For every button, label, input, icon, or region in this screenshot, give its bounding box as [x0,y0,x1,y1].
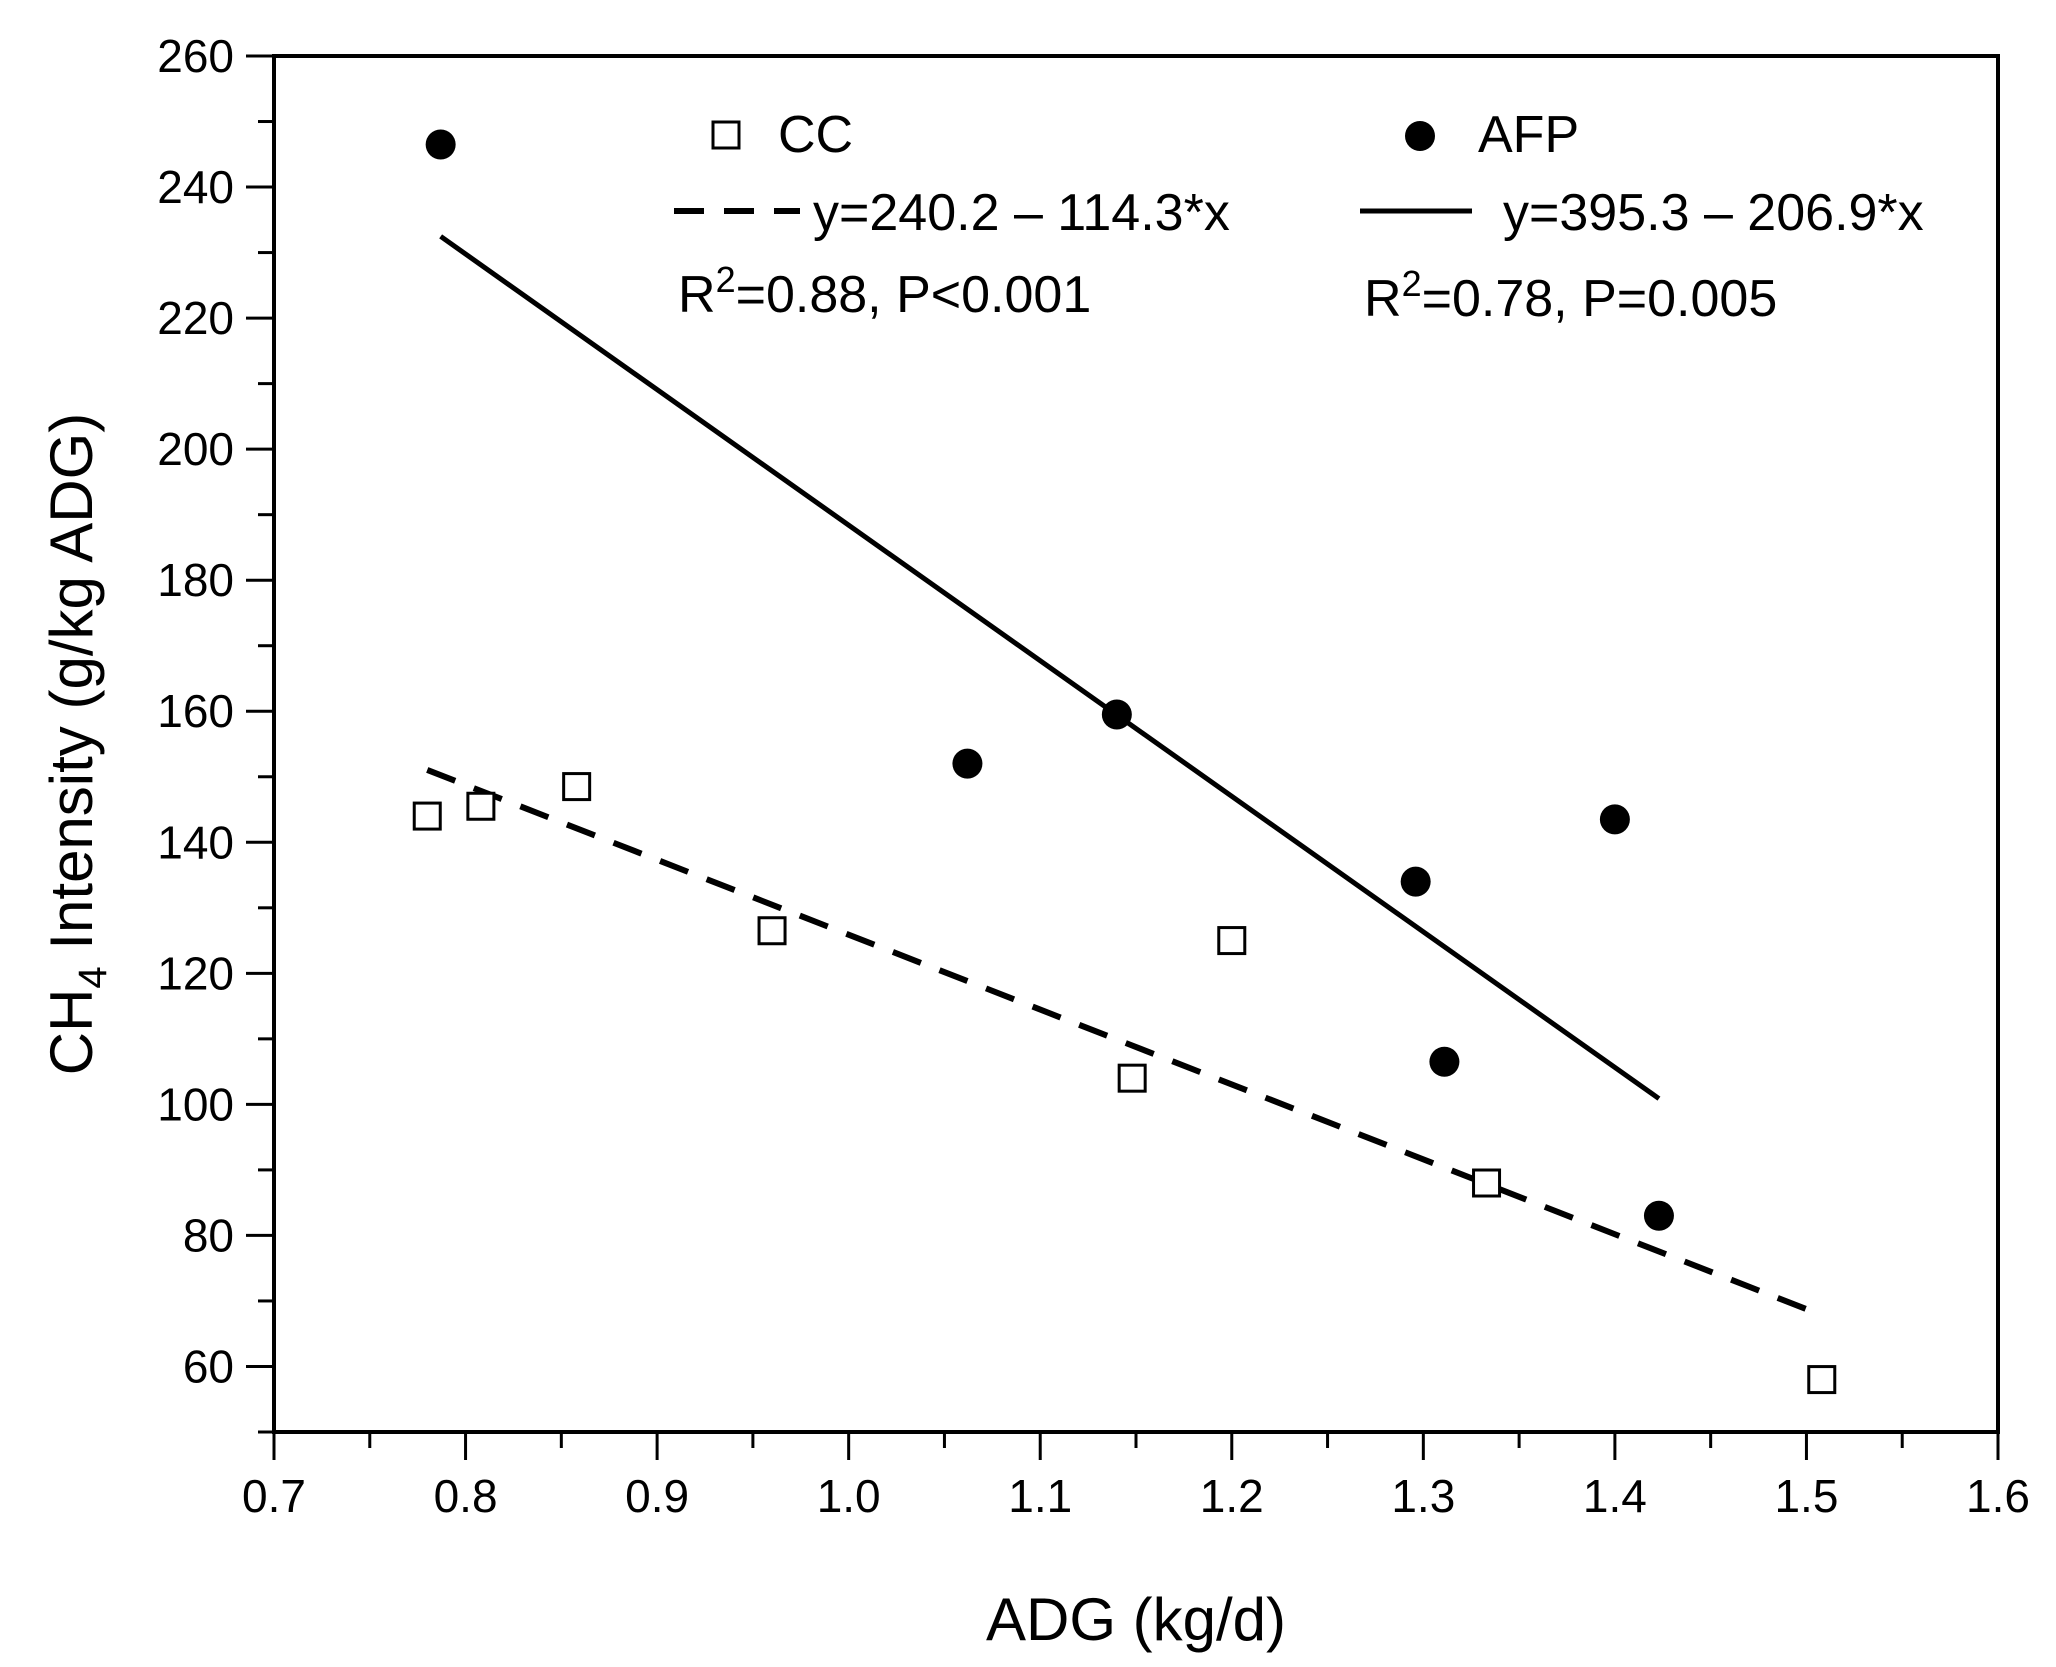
legend-afp-marker [1405,121,1435,151]
y-axis-title: CH4 Intensity (g/kg ADG) [38,413,115,1075]
x-tick-label: 0.7 [242,1470,306,1522]
afp-fit-line [439,234,1661,1101]
y-tick-label: 220 [157,292,234,344]
y-axis-title-suffix: Intensity (g/kg ADG) [38,413,105,967]
cc-point [1472,1168,1502,1198]
cc-fit-line [426,767,1823,1318]
afp-point [425,129,456,160]
y-axis-title-subscript: 4 [71,966,115,988]
cc-point [1217,926,1247,956]
plot-frame [272,54,2000,1434]
x-tick-label: 0.9 [625,1470,689,1522]
x-axis-ticks: 0.7 0.8 0.9 1.0 1.1 1.2 1.3 1.4 1.5 1.6 [242,1432,2030,1522]
x-tick-label: 0.8 [434,1470,498,1522]
y-tick-label: 80 [183,1209,234,1261]
x-tick-label: 1.6 [1966,1470,2030,1522]
x-axis-title: ADG (kg/d) [986,1586,1286,1653]
legend-cc-marker [711,120,741,150]
legend-cc-label: CC [778,106,853,164]
legend-cc-equation: y=240.2 – 114.3*x [813,184,1230,242]
afp-point [1400,866,1431,897]
legend-afp-label: AFP [1478,106,1579,164]
y-tick-label: 160 [157,685,234,737]
cc-point [757,916,787,946]
y-axis-title-prefix: CH [38,989,105,1076]
afp-point [1599,804,1630,835]
legend-cc-stats: R2=0.88, P<0.001 [678,259,1091,324]
cc-point [412,801,442,831]
x-tick-label: 1.4 [1583,1470,1647,1522]
afp-point [1429,1046,1460,1077]
fit-lines [426,234,1823,1318]
cc-point [1807,1365,1837,1395]
y-tick-label: 100 [157,1078,234,1130]
x-tick-label: 1.2 [1200,1470,1264,1522]
y-tick-label: 180 [157,554,234,606]
y-tick-label: 120 [157,947,234,999]
y-tick-label: 140 [157,816,234,868]
x-tick-label: 1.5 [1774,1470,1838,1522]
y-tick-label: 240 [157,161,234,213]
x-tick-label: 1.0 [817,1470,881,1522]
y-tick-label: 260 [157,30,234,82]
legend-afp-stats: R2=0.78, P=0.005 [1364,263,1777,328]
cc-point [466,791,496,821]
x-tick-label: 1.1 [1008,1470,1072,1522]
cc-point [562,772,592,802]
y-tick-label: 60 [183,1340,234,1392]
x-tick-label: 1.3 [1391,1470,1455,1522]
afp-point [1643,1200,1674,1231]
y-axis-ticks: 60 80 100 120 140 160 180 200 220 240 260 [157,30,274,1434]
afp-point [952,748,983,779]
cc-point [1117,1063,1147,1093]
data-markers [412,129,1837,1395]
afp-point [1101,699,1132,730]
legend-afp-equation: y=395.3 – 206.9*x [1503,184,1924,242]
legend: CC y=240.2 – 114.3*x R2=0.88, P<0.001 AF… [674,106,1924,328]
y-tick-label: 200 [157,423,234,475]
